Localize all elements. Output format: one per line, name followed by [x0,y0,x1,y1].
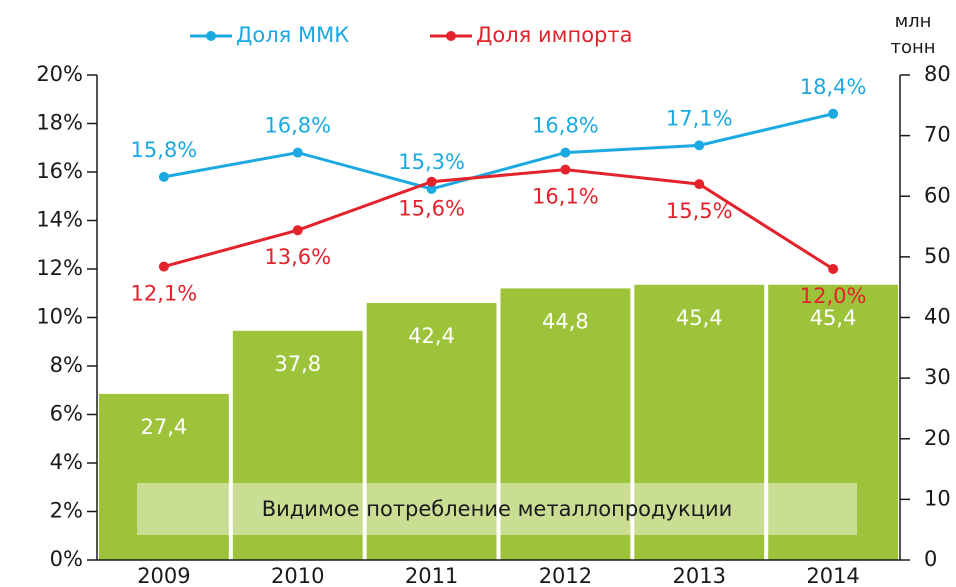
y2-tick-label: 30 [924,365,951,389]
bar-value-label: 45,4 [676,306,723,330]
legend-label: Доля импорта [476,23,633,47]
bar-value-label: 45,4 [810,306,857,330]
y2-tick-label: 20 [924,426,951,450]
bar [768,284,898,560]
y-tick-label: 0% [50,547,83,571]
y-tick-label: 6% [50,402,83,426]
point [828,264,839,274]
line-value-label: 15,5% [666,199,733,223]
legend-marker [446,31,456,41]
point [158,171,169,182]
bar-value-label: 37,8 [274,352,321,376]
legend-label: Доля ММК [236,23,349,47]
point [694,140,705,151]
x-tick-label: 2012 [539,564,592,587]
y-tick-label: 2% [50,499,83,523]
line-value-label: 18,4% [800,75,867,99]
bar-value-label: 44,8 [542,309,589,333]
bar [232,330,363,560]
x-tick-label: 2011 [405,564,458,587]
y-tick-label: 8% [50,353,83,377]
point [828,108,839,119]
point [426,176,437,187]
y2-tick-label: 40 [924,305,951,329]
bar [366,302,497,560]
y-tick-label: 12% [36,256,83,280]
legend-marker [206,31,216,41]
y-tick-label: 4% [50,450,83,474]
line-value-label: 17,1% [666,106,733,130]
x-tick-label: 2013 [673,564,726,587]
y-tick-label: 20% [36,62,83,86]
bar-value-label: 27,4 [141,415,188,439]
y2-tick-label: 0 [924,547,937,571]
y2-tick-label: 50 [924,244,951,268]
line-value-label: 13,6% [264,245,331,269]
annotation-box [137,483,857,535]
line-value-label: 12,0% [800,284,867,308]
point [560,164,571,175]
y-tick-label: 10% [36,305,83,329]
y2-tick-label: 70 [924,123,951,147]
bar [99,393,229,560]
line-value-label: 16,8% [264,114,331,138]
bar [634,284,765,560]
point [426,183,437,194]
point [560,147,571,158]
y2-axis-label: млн тонн [890,11,935,58]
line-value-label: 12,1% [131,282,198,306]
x-tick-label: 2014 [806,564,859,587]
line [163,168,834,271]
line-value-label: 15,3% [398,150,465,174]
bar [500,288,631,560]
line-value-label: 16,1% [532,185,599,209]
y2-tick-label: 80 [924,62,951,86]
y-tick-label: 14% [36,208,83,232]
y2-tick-label: 60 [924,183,951,207]
line-value-label: 15,6% [398,197,465,221]
point [292,147,303,158]
point [158,261,169,272]
point [694,179,705,190]
line-value-label: 15,8% [131,138,198,162]
point [292,225,303,236]
y-tick-label: 18% [36,111,83,135]
bar-value-label: 42,4 [408,324,455,348]
annotation: Видимое потребление металлопродукции [262,497,733,521]
x-tick-label: 2010 [271,564,324,587]
y-tick-label: 16% [36,159,83,183]
y2-tick-label: 10 [924,486,951,510]
x-tick-label: 2009 [137,564,190,587]
line [163,112,834,191]
line-value-label: 16,8% [532,114,599,138]
